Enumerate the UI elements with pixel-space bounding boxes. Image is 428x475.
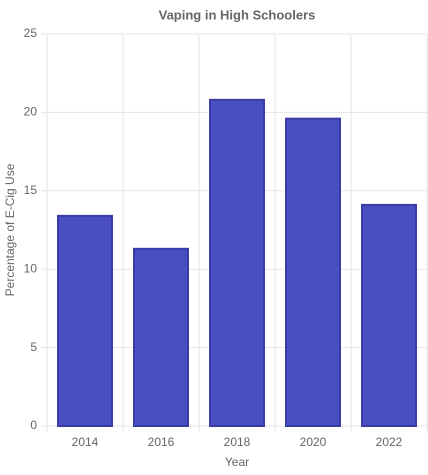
chart-title: Vaping in High Schoolers (159, 7, 316, 22)
bar (209, 98, 265, 428)
bar (361, 203, 417, 427)
y-axis-label: Percentage of E-Cig Use (3, 163, 17, 296)
bar (133, 247, 189, 427)
y-tick-label: 10 (24, 261, 38, 275)
y-tick-label: 25 (24, 26, 38, 40)
x-tick-label: 2014 (72, 435, 99, 449)
bar (285, 117, 341, 427)
x-tick-label: 2016 (148, 435, 175, 449)
y-tick-label: 15 (24, 183, 38, 197)
bar (57, 214, 113, 427)
y-tick-label: 0 (30, 418, 37, 432)
x-axis-label: Year (225, 455, 249, 469)
x-tick-label: 2020 (300, 435, 327, 449)
y-tick-label: 20 (24, 105, 38, 119)
y-tick-label: 5 (30, 340, 37, 354)
x-tick-label: 2022 (376, 435, 403, 449)
x-tick-label: 2018 (224, 435, 251, 449)
